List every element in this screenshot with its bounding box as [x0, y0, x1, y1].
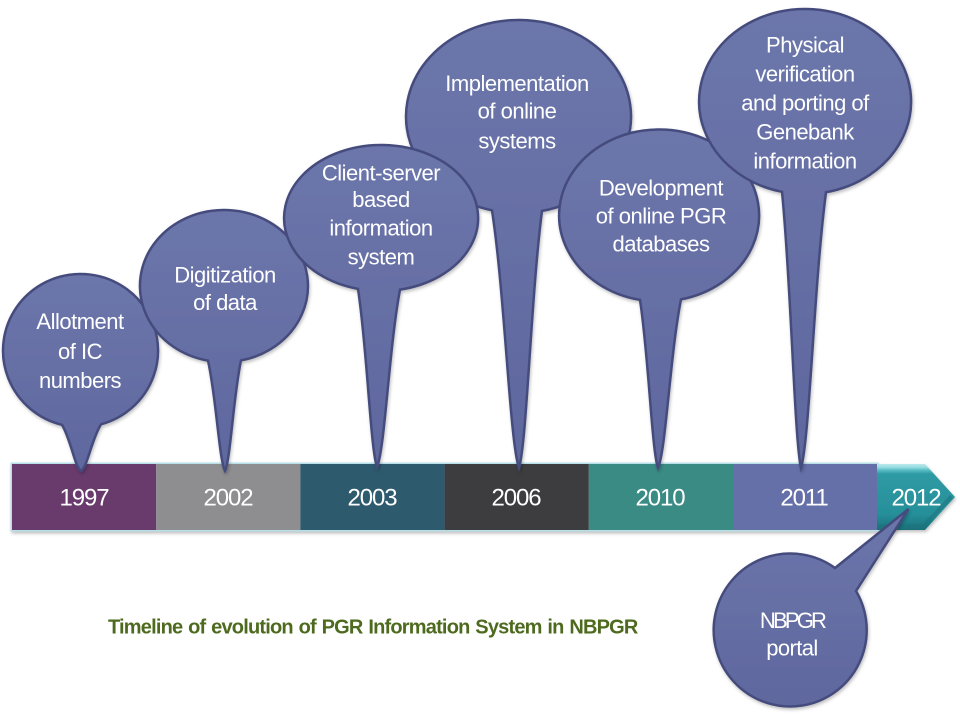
svg-text:2011: 2011	[780, 485, 828, 512]
svg-text:Development: Development	[599, 176, 724, 201]
svg-text:and porting of: and porting of	[741, 91, 870, 116]
svg-text:Timeline of evolution of PGR I: Timeline of evolution of PGR Information…	[108, 617, 639, 639]
svg-text:2002: 2002	[204, 485, 254, 512]
svg-text:of data: of data	[193, 290, 258, 315]
svg-text:NBPGR: NBPGR	[760, 608, 826, 633]
svg-text:Implementation: Implementation	[445, 71, 588, 96]
svg-text:2003: 2003	[348, 485, 398, 512]
svg-text:portal: portal	[766, 636, 817, 661]
svg-text:Physical: Physical	[766, 33, 844, 58]
svg-text:Allotment: Allotment	[36, 309, 124, 334]
svg-text:2012: 2012	[892, 485, 942, 512]
svg-text:Digitization: Digitization	[174, 263, 276, 288]
svg-text:2010: 2010	[636, 485, 686, 512]
svg-text:verification: verification	[755, 62, 854, 87]
svg-text:based: based	[352, 187, 409, 212]
svg-text:Genebank: Genebank	[756, 120, 855, 145]
svg-text:of IC: of IC	[58, 339, 103, 364]
svg-text:of online: of online	[478, 99, 557, 124]
svg-text:system: system	[348, 245, 415, 270]
svg-text:1997: 1997	[60, 485, 110, 512]
svg-text:systems: systems	[478, 129, 556, 154]
svg-text:databases: databases	[612, 232, 710, 257]
svg-text:Client-server: Client-server	[322, 161, 440, 186]
svg-text:2006: 2006	[492, 485, 542, 512]
svg-text:information: information	[753, 149, 856, 174]
svg-text:information: information	[329, 216, 432, 241]
svg-text:numbers: numbers	[39, 368, 122, 393]
svg-text:of online PGR: of online PGR	[596, 203, 726, 228]
